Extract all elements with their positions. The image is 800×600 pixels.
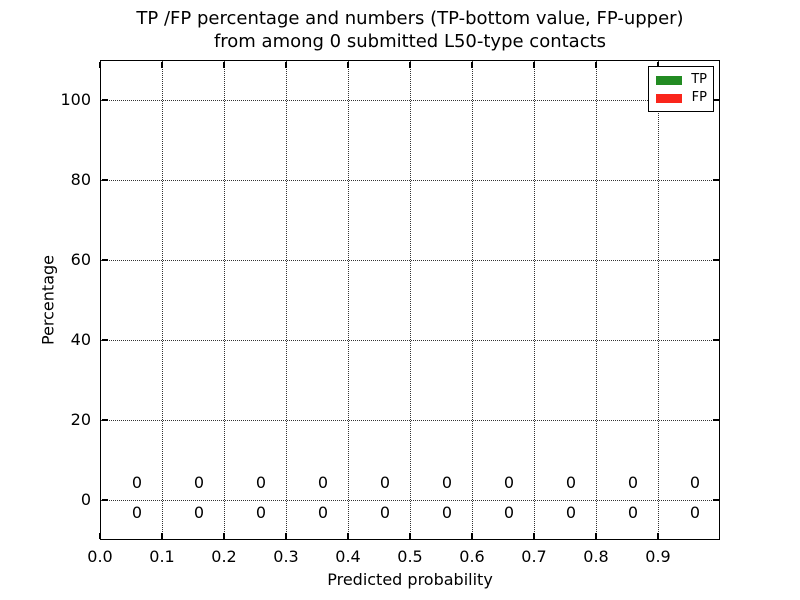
y-tick-right [712,179,719,181]
y-tick-left [101,179,108,181]
x-tick-label: 0.2 [211,547,237,566]
annotation-fp-count: 0 [565,473,577,492]
annotation-tp-count: 0 [255,503,267,522]
y-tick-label: 0 [80,490,91,509]
x-tick-label: 0.5 [397,547,423,566]
annotation-fp-count: 0 [689,473,701,492]
y-tick-right [712,419,719,421]
x-tick-top [595,61,597,68]
plot-area [100,60,720,540]
x-tick-label: 0.0 [87,547,113,566]
y-tick-label: 100 [60,90,91,109]
annotation-fp-count: 0 [503,473,515,492]
x-tick-top [161,61,163,68]
x-tick-bottom [161,532,163,539]
y-tick-right [712,259,719,261]
y-tick-left [101,419,108,421]
x-tick-top [533,61,535,68]
x-tick-bottom [409,532,411,539]
x-tick-label: 0.4 [335,547,361,566]
v-gridline [595,60,597,540]
x-tick-top [409,61,411,68]
y-tick-right [712,499,719,501]
v-gridline [347,60,349,540]
x-tick-label: 0.7 [521,547,547,566]
annotation-tp-count: 0 [317,503,329,522]
v-gridline [285,60,287,540]
annotation-fp-count: 0 [379,473,391,492]
y-axis-label: Percentage [38,254,58,346]
legend-item-tp: TP [656,71,707,89]
y-tick-label: 60 [70,250,91,269]
y-tick-right [712,99,719,101]
v-gridline [471,60,473,540]
x-tick-label: 0.8 [583,547,609,566]
x-tick-bottom [347,532,349,539]
y-tick-left [101,339,108,341]
x-tick-top [223,61,225,68]
x-tick-top [657,61,659,68]
v-gridline [161,60,163,540]
x-tick-label: 0.9 [645,547,671,566]
fp-swatch-icon [656,93,682,103]
annotation-tp-count: 0 [689,503,701,522]
legend-label-fp: FP [691,90,707,105]
chart-title-line2: from among 0 submitted L50-type contacts [213,31,607,52]
x-tick-top [347,61,349,68]
v-gridline [533,60,535,540]
x-tick-bottom [223,532,225,539]
x-axis-label: Predicted probability [327,570,493,589]
x-tick-bottom [533,532,535,539]
y-tick-left [101,99,108,101]
y-tick-left [101,499,108,501]
annotation-fp-count: 0 [131,473,143,492]
annotation-tp-count: 0 [379,503,391,522]
v-gridline [223,60,225,540]
annotation-fp-count: 0 [255,473,267,492]
x-tick-label: 0.6 [459,547,485,566]
x-tick-label: 0.3 [273,547,299,566]
tp-swatch-icon [656,75,682,85]
chart-title-line1: TP /FP percentage and numbers (TP-bottom… [136,8,684,29]
x-tick-bottom [285,532,287,539]
annotation-tp-count: 0 [193,503,205,522]
x-tick-label: 0.1 [149,547,175,566]
annotation-fp-count: 0 [193,473,205,492]
legend: TP FP [648,66,714,112]
v-gridline [657,60,659,540]
y-tick-label: 20 [70,410,91,429]
y-tick-left [101,259,108,261]
annotation-fp-count: 0 [627,473,639,492]
annotation-tp-count: 0 [441,503,453,522]
x-tick-top [471,61,473,68]
y-tick-label: 40 [70,330,91,349]
annotation-tp-count: 0 [627,503,639,522]
annotation-fp-count: 0 [317,473,329,492]
legend-item-fp: FP [656,89,707,107]
annotation-fp-count: 0 [441,473,453,492]
x-tick-bottom [595,532,597,539]
annotation-tp-count: 0 [565,503,577,522]
annotation-tp-count: 0 [131,503,143,522]
legend-label-tp: TP [691,72,707,87]
x-tick-bottom [471,532,473,539]
y-tick-right [712,339,719,341]
x-tick-top [285,61,287,68]
y-tick-label: 80 [70,170,91,189]
v-gridline [409,60,411,540]
annotation-tp-count: 0 [503,503,515,522]
x-tick-bottom [657,532,659,539]
